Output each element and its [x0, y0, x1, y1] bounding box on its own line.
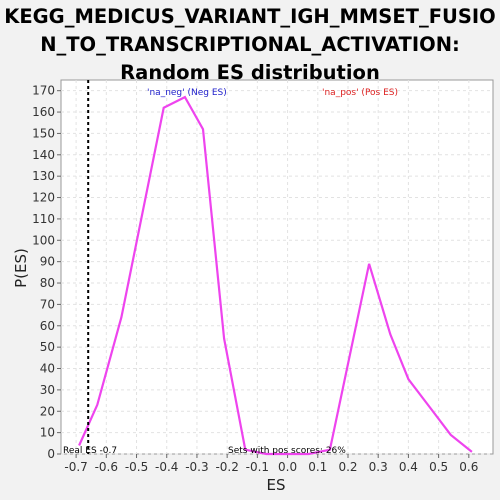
y-tick-label: 100 — [32, 233, 55, 247]
y-tick-label: 20 — [40, 404, 55, 418]
series-group — [78, 95, 473, 456]
y-tick-label: 90 — [40, 255, 55, 269]
grid-lines — [61, 80, 493, 455]
x-tick-label: -0.1 — [246, 460, 269, 474]
x-axis-ticks: -0.7 -0.6 -0.5 -0.4 -0.3 -0.2 -0.1 0.0 0.1 0.2 0.3… — [64, 454, 478, 474]
y-tick-label: 140 — [32, 148, 55, 162]
x-tick-label: -0.3 — [185, 460, 208, 474]
y-tick-label: 60 — [40, 319, 55, 333]
legend-neg-es: 'na_neg' (Neg ES) — [147, 88, 227, 98]
y-tick-label: 40 — [40, 362, 55, 376]
x-tick-label: 0.4 — [399, 460, 418, 474]
y-tick-label: 150 — [32, 126, 55, 140]
x-tick-label: -0.2 — [215, 460, 238, 474]
real-es-label: Real ES -0.7 — [63, 446, 117, 456]
y-tick-label: 80 — [40, 276, 55, 290]
plot-background — [60, 79, 494, 455]
x-tick-label: -0.7 — [64, 460, 87, 474]
y-tick-label: 0 — [47, 447, 55, 461]
x-tick-label: 0.1 — [308, 460, 327, 474]
x-tick-label: 0.6 — [459, 460, 478, 474]
title-line-2: N_TO_TRANSCRIPTIONAL_ACTIVATION: — [40, 33, 460, 56]
y-tick-label: 70 — [40, 297, 55, 311]
x-tick-label: -0.6 — [95, 460, 118, 474]
series-line — [78, 95, 473, 456]
x-tick-label: 0.0 — [278, 460, 297, 474]
x-tick-label: -0.4 — [155, 460, 178, 474]
y-tick-label: 10 — [40, 426, 55, 440]
y-tick-label: 50 — [40, 340, 55, 354]
pos-scores-label: Sets with pos scores: 26% — [228, 446, 346, 456]
x-axis-label: ES — [267, 476, 286, 494]
title-line-3: Random ES distribution — [120, 61, 380, 84]
y-tick-label: 160 — [32, 105, 55, 119]
y-tick-label: 30 — [40, 383, 55, 397]
y-axis-ticks: 0 10 20 30 40 50 60 70 80 90 100 110 120 130 140 150 160… — [32, 84, 61, 461]
y-tick-label: 110 — [32, 212, 55, 226]
y-tick-label: 170 — [32, 84, 55, 98]
x-tick-label: 0.2 — [338, 460, 357, 474]
chart-title: KEGG_MEDICUS_VARIANT_IGH_MMSET_FUSIO N_T… — [0, 3, 500, 87]
title-line-1: KEGG_MEDICUS_VARIANT_IGH_MMSET_FUSIO — [4, 5, 496, 28]
x-tick-label: 0.3 — [369, 460, 388, 474]
y-tick-label: 130 — [32, 169, 55, 183]
y-axis-label: P(ES) — [12, 248, 30, 288]
y-tick-label: 120 — [32, 191, 55, 205]
legend-pos-es: 'na_pos' (Pos ES) — [322, 88, 398, 98]
x-tick-label: 0.5 — [429, 460, 448, 474]
x-tick-label: -0.5 — [125, 460, 148, 474]
